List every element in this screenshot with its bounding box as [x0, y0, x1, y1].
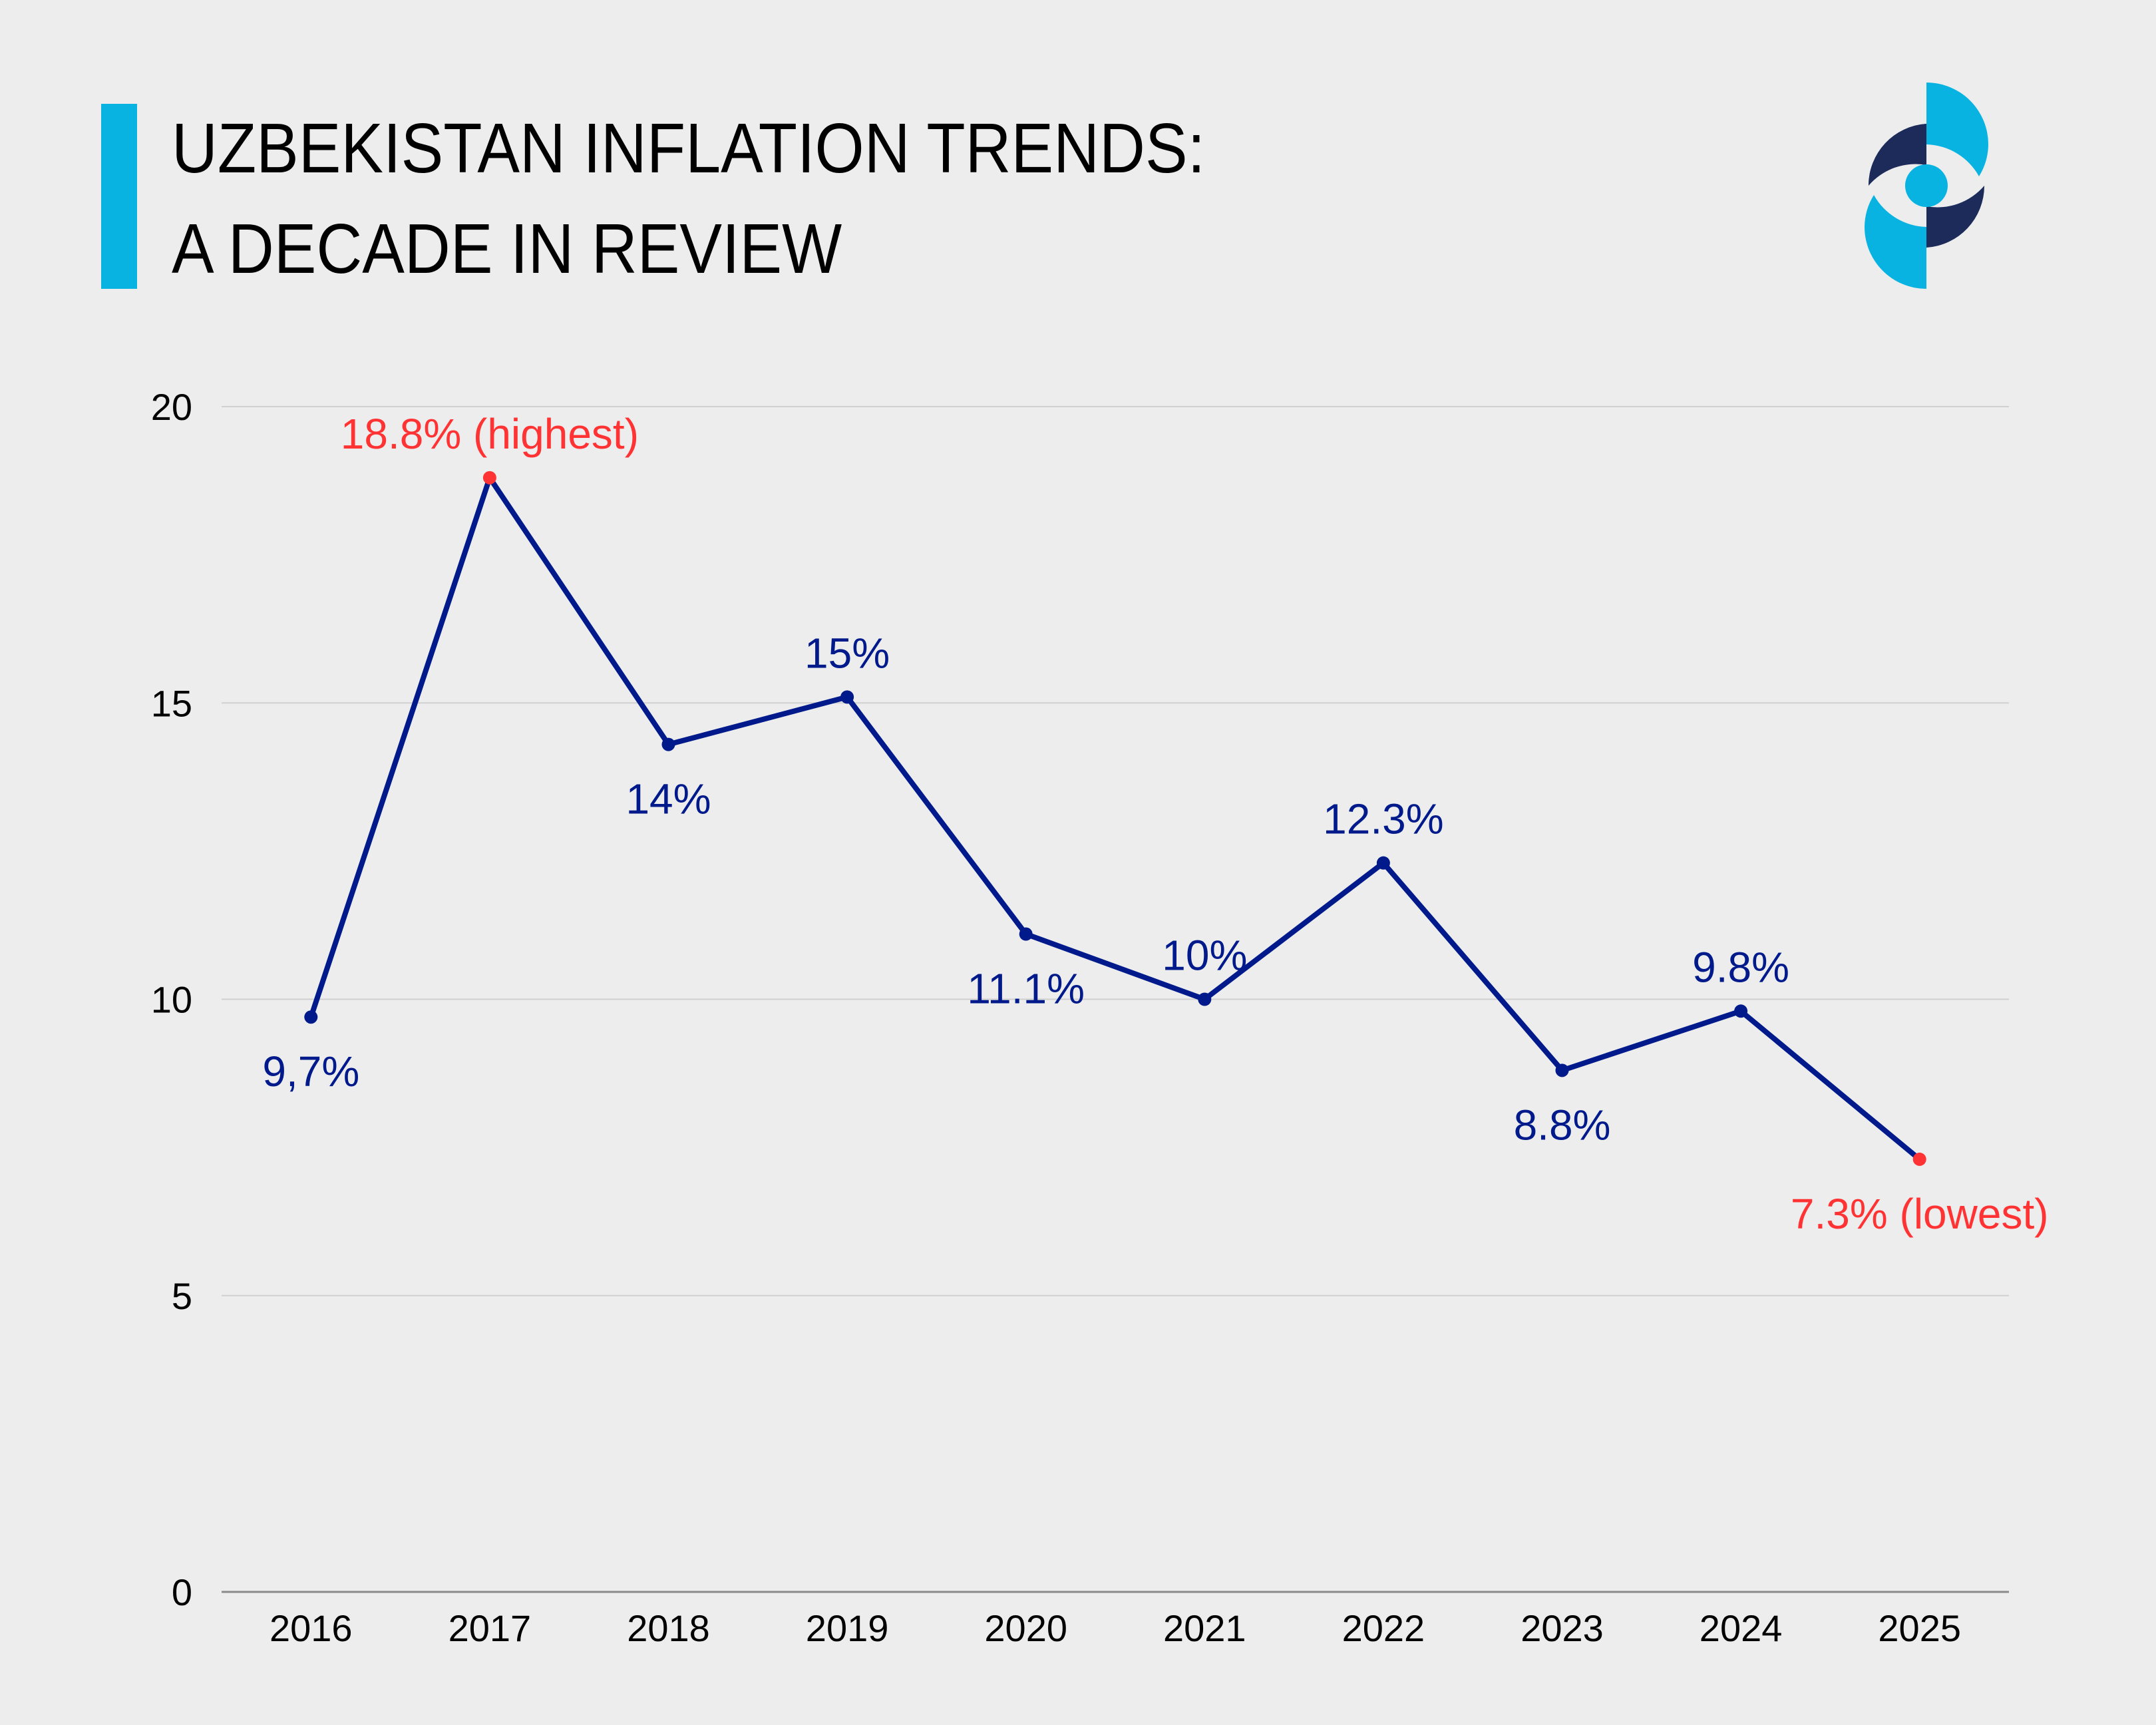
logo-right-arc	[1926, 186, 1985, 248]
series-line-inflation	[308, 475, 1922, 1162]
data-point	[482, 471, 496, 484]
page-title-line-1: UZBEKISTAN INFLATION TRENDS:	[172, 109, 1206, 188]
logo-left-arc	[1868, 124, 1926, 186]
data-point	[1912, 1152, 1926, 1166]
logo-bottom-wedge	[1865, 195, 1926, 289]
x-tick-label: 2020	[984, 1607, 1067, 1649]
data-point	[304, 1010, 318, 1024]
data-point	[1555, 1063, 1569, 1077]
data-point	[1376, 856, 1390, 870]
x-tick-label: 2022	[1342, 1607, 1425, 1649]
x-tick-label: 2025	[1878, 1607, 1961, 1649]
data-point	[840, 690, 854, 704]
data-label: 8.8%	[1514, 1101, 1611, 1149]
x-tick-label: 2018	[627, 1607, 710, 1649]
data-point	[1198, 992, 1212, 1006]
data-label: 18.8% (highest)	[341, 410, 639, 458]
x-tick-label: 2016	[270, 1607, 353, 1649]
y-tick-label: 15	[151, 682, 192, 724]
logo-pupil	[1905, 164, 1948, 207]
data-label: 12.3%	[1323, 795, 1443, 843]
x-tick-label: 2023	[1521, 1607, 1604, 1649]
y-tick-label: 10	[151, 979, 192, 1021]
y-axis-ticks: 0 5 10 15 20	[151, 386, 192, 1613]
data-point	[661, 737, 675, 751]
x-tick-label: 2017	[449, 1607, 532, 1649]
data-point	[1734, 1004, 1748, 1018]
title-accent-bar	[101, 104, 137, 289]
y-tick-label: 20	[151, 386, 192, 428]
page-title-line-2: A DECADE IN REVIEW	[172, 210, 842, 288]
x-axis-ticks: 2016 2017 2018 2019 2020 2021 2022 2023 2024 2025	[270, 1607, 1961, 1649]
eye-swirl-logo-icon	[1865, 83, 1988, 289]
x-tick-label: 2024	[1700, 1607, 1783, 1649]
x-tick-label: 2019	[806, 1607, 889, 1649]
data-label: 14%	[626, 775, 711, 823]
data-label: 9,7%	[262, 1048, 359, 1095]
data-label: 7.3% (lowest)	[1791, 1190, 2049, 1238]
logo-top-wedge	[1926, 83, 1988, 176]
data-label: 10%	[1162, 932, 1247, 980]
data-label: 9.8%	[1692, 943, 1789, 991]
y-tick-label: 0	[172, 1571, 192, 1613]
data-point	[1019, 927, 1033, 941]
data-labels: 9,7% 18.8% (highest) 14% 15% 11.1% 10% 12.3% 8.…	[262, 410, 2048, 1238]
data-label: 15%	[805, 629, 890, 677]
series-line	[308, 475, 1922, 1162]
x-tick-label: 2021	[1163, 1607, 1246, 1649]
data-label: 11.1%	[967, 965, 1085, 1013]
data-points	[304, 471, 1926, 1166]
y-tick-label: 5	[172, 1275, 192, 1317]
gridlines	[222, 406, 2009, 1593]
